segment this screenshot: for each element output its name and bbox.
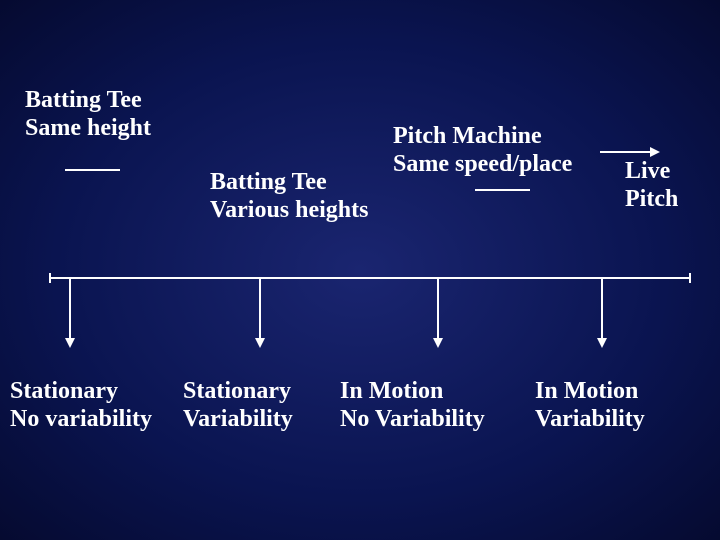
text-line: Same speed/place (393, 151, 572, 177)
text-line: Live (625, 158, 670, 184)
text-line: Same height (25, 115, 151, 141)
label-live-pitch: Live Pitch (625, 158, 678, 213)
text-line: In Motion (340, 378, 443, 404)
label-pitch-machine: Pitch Machine Same speed/place (393, 123, 572, 178)
label-stationary-no-var: Stationary No variability (10, 378, 152, 433)
label-stationary-var: Stationary Variability (183, 378, 293, 433)
label-in-motion-no-var: In Motion No Variability (340, 378, 485, 433)
text-line: Batting Tee (25, 87, 142, 113)
text-line: In Motion (535, 378, 638, 404)
text-line: Stationary (10, 378, 118, 404)
text-line: Batting Tee (210, 169, 327, 195)
text-line: Variability (183, 406, 293, 432)
label-batting-tee-same: Batting Tee Same height (25, 87, 151, 142)
text-line: No Variability (340, 406, 485, 432)
label-batting-tee-various: Batting Tee Various heights (210, 169, 368, 224)
text-line: Pitch Machine (393, 123, 542, 149)
diagram-svg (0, 0, 720, 540)
text-line: Stationary (183, 378, 291, 404)
label-in-motion-var: In Motion Variability (535, 378, 645, 433)
text-line: Variability (535, 406, 645, 432)
text-line: Various heights (210, 197, 368, 223)
text-line: Pitch (625, 186, 678, 212)
text-line: No variability (10, 406, 152, 432)
